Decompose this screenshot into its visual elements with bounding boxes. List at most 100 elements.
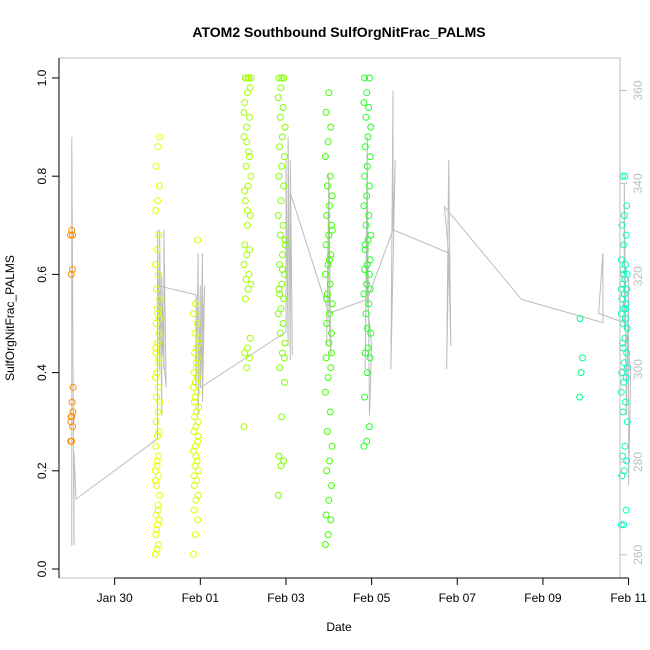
- right-tick-label: 260: [631, 544, 645, 564]
- data-point: [155, 182, 163, 190]
- data-point: [322, 241, 330, 249]
- data-point: [280, 153, 288, 161]
- data-point: [155, 516, 163, 524]
- data-point: [362, 221, 370, 229]
- data-point: [366, 256, 374, 264]
- data-point: [328, 221, 335, 229]
- data-point: [623, 270, 631, 278]
- data-point: [326, 172, 334, 180]
- data-point: [156, 398, 164, 406]
- data-point: [620, 359, 628, 367]
- data-point: [243, 364, 251, 372]
- data-point: [154, 472, 162, 480]
- data-point: [324, 138, 332, 146]
- x-tick-label: Feb 03: [267, 591, 305, 605]
- data-point: [621, 334, 629, 342]
- data-point: [276, 113, 284, 121]
- data-point: [244, 182, 252, 190]
- data-point: [326, 256, 333, 264]
- data-point: [623, 418, 631, 426]
- data-point: [361, 172, 369, 180]
- right-tick-label: 360: [631, 80, 645, 100]
- data-point: [154, 305, 161, 313]
- data-point: [324, 374, 332, 381]
- data-point: [152, 531, 160, 539]
- data-point: [363, 437, 371, 445]
- data-point: [194, 354, 202, 362]
- flight-series-3: [190, 236, 203, 558]
- data-point: [194, 516, 202, 524]
- data-point: [275, 172, 283, 180]
- data-point: [152, 442, 160, 450]
- data-point: [194, 374, 202, 381]
- data-point: [617, 521, 625, 529]
- data-point: [69, 408, 77, 416]
- data-point: [191, 329, 199, 337]
- data-point: [274, 491, 282, 499]
- data-point: [155, 428, 163, 435]
- data-point: [191, 398, 198, 406]
- data-point: [246, 334, 254, 342]
- data-point: [154, 143, 162, 151]
- data-point: [360, 99, 368, 107]
- data-point: [154, 506, 162, 514]
- data-point: [617, 285, 625, 293]
- data-point: [241, 197, 249, 205]
- data-point: [363, 369, 371, 377]
- data-point: [622, 305, 629, 313]
- data-point: [327, 516, 335, 524]
- data-point: [327, 364, 335, 372]
- data-point: [366, 285, 374, 293]
- data-point: [328, 349, 335, 357]
- data-point: [241, 295, 249, 303]
- flight-series-7: [360, 74, 375, 450]
- data-point: [68, 398, 76, 406]
- data-point: [155, 359, 163, 367]
- data-point: [67, 418, 75, 426]
- data-point: [621, 172, 629, 180]
- flight-series-2: [151, 133, 164, 558]
- data-point: [151, 374, 159, 381]
- y-axis-ticks: 0.0 0.2 0.4 0.6 0.8 1.0: [35, 69, 59, 577]
- data-point: [276, 364, 284, 372]
- data-point: [155, 329, 163, 337]
- data-point: [190, 472, 198, 480]
- data-point: [190, 506, 198, 514]
- data-point: [155, 452, 163, 460]
- data-point: [278, 251, 286, 259]
- data-point: [617, 256, 625, 264]
- data-point: [69, 231, 77, 239]
- data-point: [323, 467, 331, 475]
- data-point: [278, 74, 286, 82]
- data-point: [153, 462, 161, 470]
- data-point: [192, 452, 200, 460]
- data-point: [362, 113, 370, 121]
- data-point: [327, 251, 335, 259]
- data-point: [623, 324, 631, 332]
- data-point: [194, 236, 202, 244]
- flight-series-4: [240, 74, 255, 431]
- data-point: [326, 202, 333, 210]
- data-point: [622, 315, 629, 323]
- data-point: [622, 398, 629, 406]
- data-point: [620, 212, 628, 219]
- data-point: [240, 261, 248, 269]
- x-tick-label: Feb 01: [182, 591, 220, 605]
- x-tick-label: Feb 05: [353, 591, 391, 605]
- data-point: [622, 261, 629, 269]
- data-point: [154, 197, 161, 205]
- data-point: [363, 192, 371, 200]
- data-point: [326, 310, 333, 318]
- data-point: [274, 212, 282, 219]
- data-point: [240, 108, 248, 116]
- data-point: [279, 104, 287, 111]
- data-point: [579, 354, 586, 362]
- data-point: [276, 329, 284, 337]
- data-point: [323, 428, 331, 435]
- data-point: [576, 393, 584, 401]
- data-point: [328, 226, 336, 234]
- data-point: [243, 221, 251, 229]
- chart-title: ATOM2 Southbound SulfOrgNitFrac_PALMS: [192, 24, 485, 40]
